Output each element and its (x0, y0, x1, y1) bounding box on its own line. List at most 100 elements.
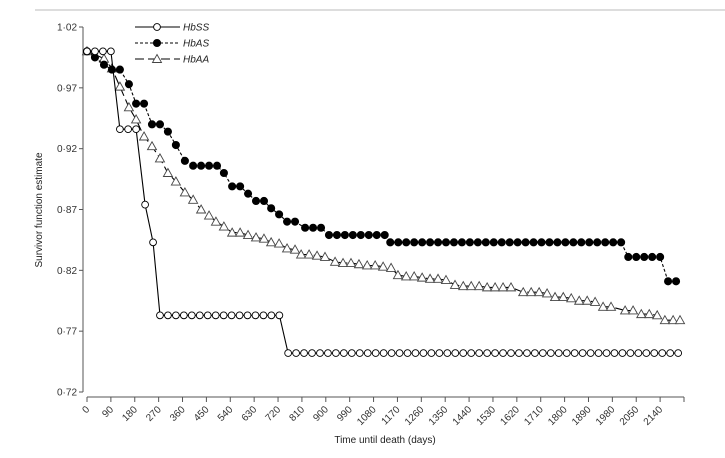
x-tick-label: 630 (240, 404, 260, 424)
data-point (553, 238, 562, 247)
x-tick-label: 810 (287, 404, 307, 424)
data-point (507, 349, 515, 357)
legend-marker-icon (153, 23, 161, 31)
data-point (283, 217, 292, 226)
data-point (180, 156, 189, 165)
data-point (523, 349, 531, 357)
data-point (170, 176, 182, 186)
legend-label: HbAS (183, 39, 209, 50)
data-point (385, 262, 397, 272)
data-point (546, 349, 555, 357)
data-point (410, 238, 419, 247)
data-point (132, 99, 141, 108)
data-point (124, 125, 132, 134)
data-point (99, 47, 107, 56)
data-point (163, 127, 172, 136)
data-point (83, 47, 91, 56)
data-point (300, 349, 308, 357)
x-tick-label: 360 (168, 404, 188, 424)
data-point (258, 233, 270, 243)
data-point (289, 244, 301, 254)
legend-marker-icon (151, 53, 163, 63)
data-point (303, 249, 315, 259)
data-point (626, 349, 635, 357)
data-point (513, 238, 522, 247)
y-axis-title: Survivor function estimate (34, 152, 45, 267)
data-point (267, 204, 276, 213)
data-point (505, 238, 514, 247)
x-tick-label: 180 (120, 404, 140, 424)
axes: 1·02 0·97 0·92 0·87 0·82 0·77 0·720 90 180 270 360… (57, 23, 685, 428)
data-point (226, 227, 238, 237)
x-tick-label: 1980 (594, 404, 618, 428)
y-tick-label: 0·82 (57, 266, 77, 277)
data-point (586, 349, 595, 357)
data-point (212, 161, 222, 170)
x-tick-label: 2050 (618, 404, 642, 428)
data-point (275, 210, 284, 219)
data-point (525, 286, 537, 297)
data-point (499, 349, 507, 357)
x-tick-label: 1800 (546, 404, 570, 428)
data-point (295, 249, 307, 259)
data-point (617, 238, 626, 247)
x-tick-label: 1440 (451, 404, 475, 428)
x-tick-label: 1890 (570, 404, 594, 428)
data-point (115, 65, 124, 74)
data-point (457, 280, 469, 291)
series-line (86, 50, 676, 282)
data-point (473, 280, 485, 291)
x-tick-label: 0 (80, 404, 92, 416)
data-point (441, 238, 451, 247)
data-point (593, 238, 602, 247)
series-hbas (82, 47, 681, 286)
data-point (155, 120, 165, 129)
data-point (578, 349, 587, 357)
data-point (416, 272, 428, 282)
data-point (627, 305, 639, 315)
data-point (602, 349, 611, 357)
data-point (187, 194, 199, 204)
data-point (236, 182, 245, 191)
data-point (130, 114, 142, 124)
y-tick-label: 0·92 (57, 144, 77, 155)
data-point (594, 349, 603, 357)
data-point (162, 167, 174, 177)
data-point (648, 252, 657, 262)
data-point (242, 229, 254, 239)
data-point (123, 101, 135, 112)
data-point (411, 349, 420, 357)
data-point (91, 47, 99, 56)
data-point (515, 349, 523, 357)
data-point (284, 349, 292, 357)
x-tick-label: 1260 (403, 404, 427, 428)
data-point (309, 223, 318, 232)
data-point (601, 238, 610, 247)
data-point (203, 311, 212, 320)
data-point (379, 349, 388, 357)
legend-label: HbSS (183, 23, 209, 34)
data-point (664, 277, 673, 286)
x-tick-label: 1170 (380, 404, 403, 427)
data-point (380, 230, 389, 240)
data-point (308, 349, 316, 357)
data-point (227, 311, 236, 320)
legend-label: HbAA (183, 55, 209, 66)
data-point (581, 295, 593, 305)
data-point (565, 292, 577, 303)
data-point (311, 250, 323, 260)
data-point (497, 281, 509, 292)
data-point (172, 311, 180, 320)
data-point (537, 238, 546, 247)
data-point (387, 349, 396, 357)
data-point (449, 238, 459, 247)
data-point (465, 280, 477, 291)
x-tick-label: 1620 (498, 404, 522, 428)
x-tick-label: 720 (264, 404, 284, 424)
data-point (426, 238, 435, 247)
data-point (491, 349, 499, 357)
data-point (589, 296, 601, 306)
data-point (371, 349, 380, 357)
data-point (650, 349, 659, 357)
data-point (329, 256, 341, 266)
